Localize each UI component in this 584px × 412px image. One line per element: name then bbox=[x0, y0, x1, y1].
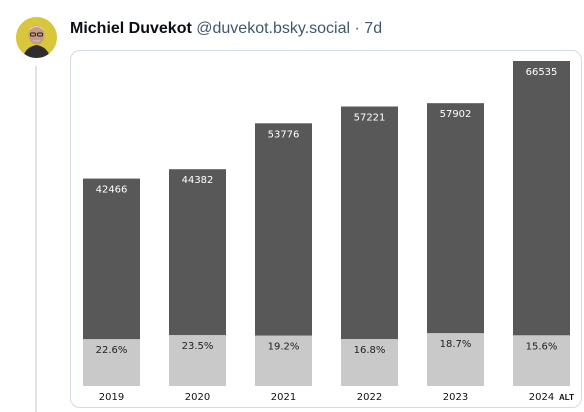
bar-segment-top bbox=[427, 103, 484, 334]
author-name[interactable]: Michiel Duvekot bbox=[70, 20, 192, 37]
post-timestamp[interactable]: 7d bbox=[364, 20, 383, 37]
x-tick-label: 2022 bbox=[357, 392, 382, 403]
post-header: Michiel Duvekot @duvekot.bsky.social · 7… bbox=[70, 19, 382, 39]
author-handle[interactable]: @duvekot.bsky.social bbox=[196, 20, 351, 37]
bar-total-label: 53776 bbox=[268, 129, 300, 140]
bar-segment-top bbox=[513, 61, 570, 336]
x-tick-label: 2019 bbox=[99, 392, 124, 403]
bar-segment-bottom bbox=[83, 339, 140, 386]
bar-segment-bottom bbox=[255, 335, 312, 386]
bar-total-label: 42466 bbox=[96, 185, 128, 196]
bar-chart: 42466 22.6% 2019 44382 23.5% 2020 53776 19.2% 20… bbox=[83, 61, 570, 403]
bar-segment-bottom bbox=[341, 339, 398, 386]
avatar[interactable] bbox=[16, 17, 57, 58]
x-tick-label: 2021 bbox=[271, 392, 296, 403]
separator-dot: · bbox=[354, 20, 360, 37]
bar-segment-top bbox=[83, 178, 140, 340]
bar-percent-label: 19.2% bbox=[268, 342, 300, 353]
bar-segment-top bbox=[341, 106, 398, 340]
x-tick-label: 2024 bbox=[529, 392, 554, 403]
bar-percent-label: 18.7% bbox=[440, 339, 472, 350]
x-tick-label: 2020 bbox=[185, 392, 210, 403]
thread-line bbox=[35, 66, 37, 412]
alt-text-badge[interactable]: ALT bbox=[556, 392, 577, 403]
bar-segment-bottom bbox=[169, 335, 226, 386]
bar-percent-label: 23.5% bbox=[182, 341, 214, 352]
bar-segment-bottom bbox=[513, 335, 570, 386]
bar-total-label: 57221 bbox=[354, 112, 386, 123]
bar-segment-top bbox=[255, 123, 312, 336]
bar-percent-label: 15.6% bbox=[526, 341, 558, 352]
bar-total-label: 57902 bbox=[440, 109, 472, 120]
bar-total-label: 66535 bbox=[526, 67, 558, 78]
bar-percent-label: 16.8% bbox=[354, 345, 386, 356]
bar-segment-top bbox=[169, 169, 226, 336]
bar-segment-bottom bbox=[427, 333, 484, 386]
bar-total-label: 44382 bbox=[182, 175, 214, 186]
bar-percent-label: 22.6% bbox=[96, 345, 128, 356]
x-tick-label: 2023 bbox=[443, 392, 468, 403]
post-image-embed[interactable]: 42466 22.6% 2019 44382 23.5% 2020 53776 19.2% 20… bbox=[70, 50, 582, 408]
